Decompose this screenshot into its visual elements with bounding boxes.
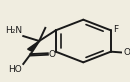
Text: O: O <box>49 50 56 59</box>
Text: O: O <box>123 48 130 57</box>
Text: H₂N: H₂N <box>5 26 22 35</box>
Text: HO: HO <box>8 65 22 74</box>
Polygon shape <box>28 41 39 51</box>
Text: F: F <box>113 25 118 34</box>
